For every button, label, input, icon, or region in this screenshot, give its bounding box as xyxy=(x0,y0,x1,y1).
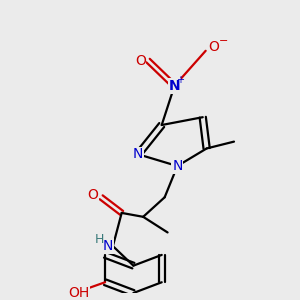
Text: N: N xyxy=(172,159,182,173)
Text: O: O xyxy=(135,54,146,68)
Text: +: + xyxy=(176,75,184,85)
Text: −: − xyxy=(219,36,228,46)
Text: OH: OH xyxy=(68,286,89,300)
Text: O: O xyxy=(87,188,98,202)
Text: N: N xyxy=(103,239,113,253)
Text: H: H xyxy=(94,233,104,246)
Text: N: N xyxy=(133,147,143,161)
Text: N: N xyxy=(169,79,180,93)
Text: O: O xyxy=(208,40,219,54)
